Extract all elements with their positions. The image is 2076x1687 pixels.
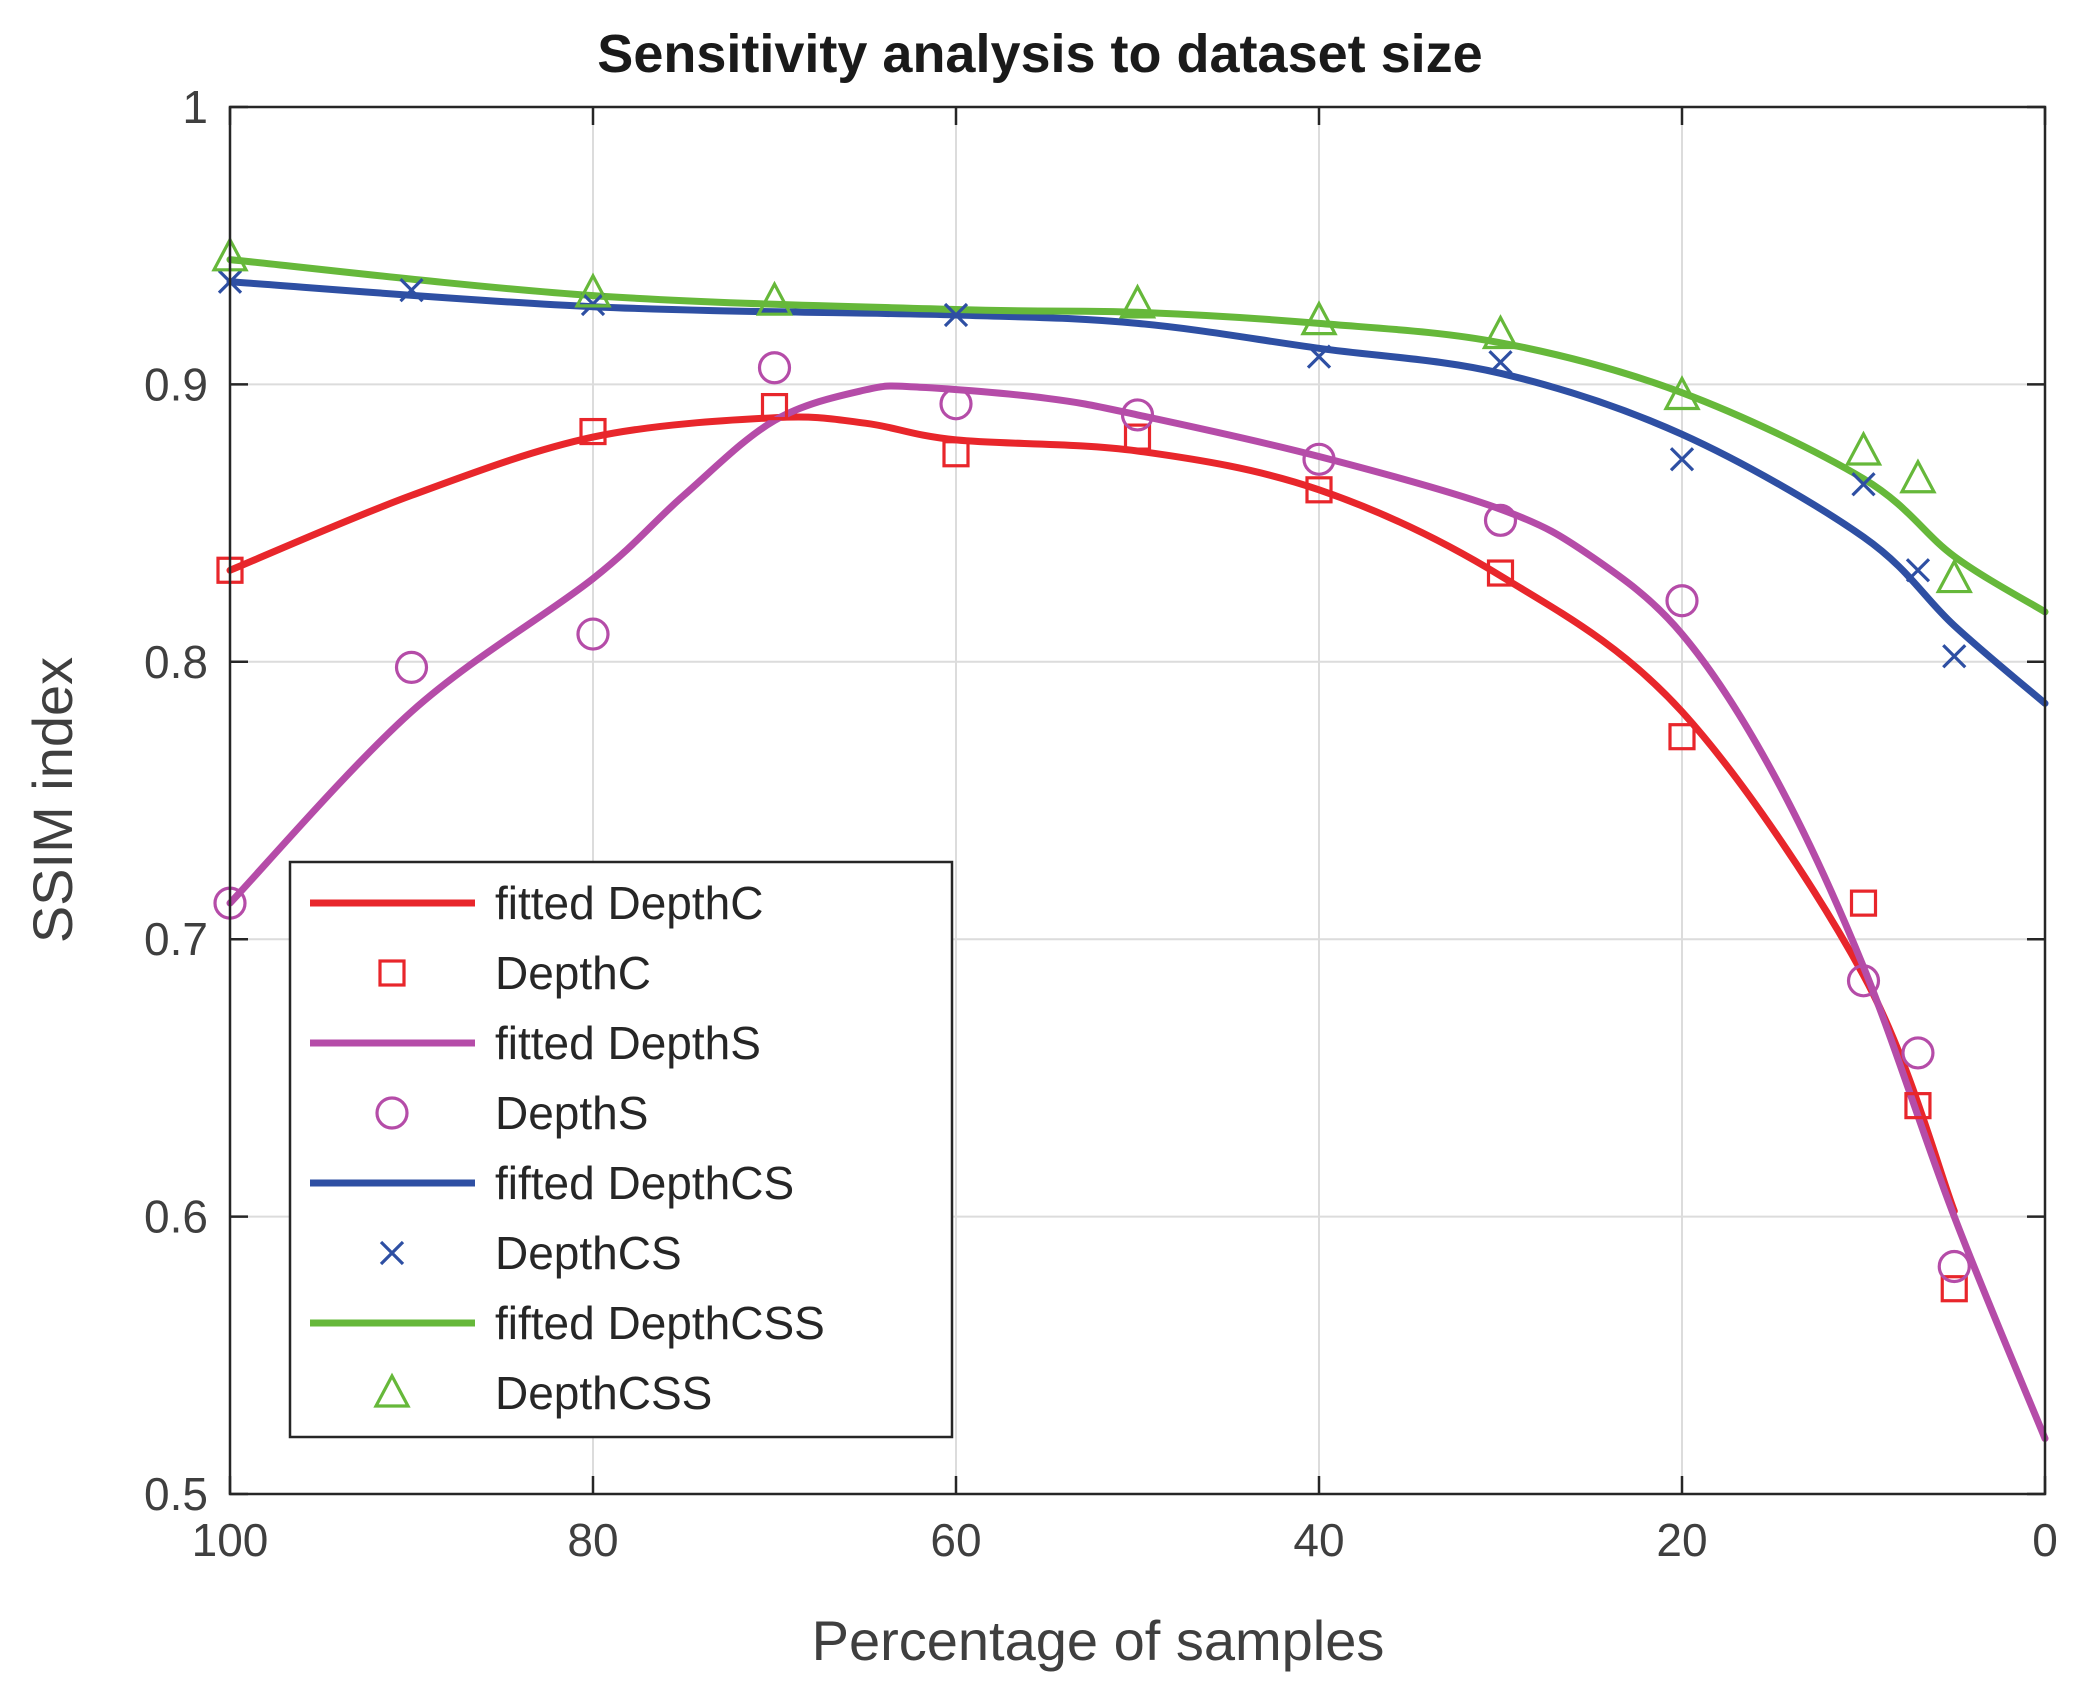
x-tick-label: 0 <box>2032 1514 2058 1566</box>
data-point-depthcss <box>1899 458 1937 494</box>
data-point-depthc <box>760 392 789 421</box>
data-point-depthcss <box>1118 283 1157 319</box>
legend-item-depthcs: DepthCS <box>379 1227 682 1279</box>
legend-label: fitted DepthC <box>495 877 763 929</box>
data-point-depths <box>939 387 973 421</box>
data-point-depthcs <box>399 277 424 303</box>
data-point-depthc <box>1123 423 1152 451</box>
data-point-depthcs <box>1669 447 1695 472</box>
data-point-depths <box>576 617 610 651</box>
legend-item-depthc: DepthC <box>378 947 651 999</box>
legend-item-depthcss: DepthCSS <box>373 1367 712 1419</box>
data-point-depthcss <box>1663 375 1701 411</box>
y-tick-label: 0.9 <box>144 358 208 410</box>
x-axis-label: Percentage of samples <box>812 1609 1385 1672</box>
series-markers-depthcs <box>217 269 1967 669</box>
series-layer <box>211 236 2049 1442</box>
x-tick-label: 20 <box>1656 1514 1707 1566</box>
y-tick-label: 1 <box>182 81 208 133</box>
data-point-depths <box>1302 442 1336 476</box>
legend-label: DepthCS <box>495 1227 682 1279</box>
data-point-depthc <box>579 417 607 446</box>
x-tick-label: 60 <box>930 1514 981 1566</box>
data-point-depthcss <box>1300 300 1338 336</box>
data-point-depthcss <box>574 272 612 308</box>
data-point-depths <box>1665 584 1699 618</box>
chart-title: Sensitivity analysis to dataset size <box>597 24 1482 84</box>
data-point-depthcs <box>1942 644 1967 669</box>
data-point-depthcs <box>1851 472 1876 497</box>
legend-label: DepthC <box>495 947 651 999</box>
series-line-fitted-depthc <box>226 413 1958 1215</box>
legend-swatch-marker <box>378 959 406 987</box>
legend-swatch-marker <box>373 1372 411 1408</box>
data-point-depthc <box>1486 559 1515 587</box>
y-tick-label: 0.5 <box>144 1468 208 1520</box>
data-point-depths <box>1846 964 1881 998</box>
data-point-depths <box>1901 1036 1935 1070</box>
legend-swatch-marker <box>375 1096 409 1130</box>
legend-label: fifted DepthCS <box>495 1157 794 1209</box>
data-point-depthcs <box>1306 344 1332 369</box>
data-point-depthc <box>942 440 970 468</box>
data-point-depthcss <box>755 280 794 316</box>
plot-frame <box>228 105 2047 1496</box>
x-tick-label: 80 <box>567 1514 618 1566</box>
data-point-depthcs <box>1488 350 1513 375</box>
legend-label: fitted DepthS <box>495 1017 761 1069</box>
legend: fitted DepthC DepthC fitted DepthS DepthS fi… <box>288 860 954 1439</box>
legend-swatch-marker <box>379 1240 405 1266</box>
data-point-depthcs <box>943 302 969 328</box>
data-point-depths <box>1483 503 1518 537</box>
data-point-depthcss <box>1935 558 1973 594</box>
data-point-depthc <box>1849 889 1878 917</box>
data-point-depthc <box>1940 1275 1968 1303</box>
data-point-depthcs <box>580 291 606 317</box>
series-markers-depthcss <box>211 236 1973 594</box>
data-point-depths <box>1937 1249 1971 1284</box>
x-tick-label: 100 <box>192 1514 269 1566</box>
y-tick-label: 0.6 <box>144 1191 208 1243</box>
series-markers-depthc <box>216 392 1968 1303</box>
axis-ticks: 100 80 60 40 20 0 0.5 0.6 0.7 0.8 0.9 1 <box>144 81 2058 1566</box>
data-point-depthc <box>1668 723 1696 751</box>
data-point-depthc <box>1305 476 1333 504</box>
y-tick-label: 0.7 <box>144 913 208 965</box>
legend-item-depths: DepthS <box>375 1087 648 1139</box>
legend-item-fifted-depthcss: fifted DepthCSS <box>310 1297 825 1349</box>
legend-item-fitted-depthc: fitted DepthC <box>310 877 763 929</box>
data-point-depthcss <box>1481 314 1520 350</box>
data-point-depthcss <box>1844 430 1883 466</box>
series-line-fifted-depthcs <box>226 278 2049 707</box>
data-point-depthcs <box>1905 558 1931 583</box>
data-point-depthc <box>1904 1092 1932 1120</box>
y-tick-label: 0.8 <box>144 636 208 688</box>
legend-label: DepthS <box>495 1087 648 1139</box>
series-line-fifted-depthcss <box>226 256 2049 616</box>
legend-label: DepthCSS <box>495 1367 712 1419</box>
legend-item-fifted-depthcs: fifted DepthCS <box>310 1157 794 1209</box>
legend-box <box>288 860 954 1439</box>
legend-label: fifted DepthCSS <box>495 1297 825 1349</box>
series-line-fitted-depths <box>226 382 2049 1442</box>
legend-item-fitted-depths: fitted DepthS <box>310 1017 761 1069</box>
data-point-depths <box>394 650 429 684</box>
x-tick-label: 40 <box>1293 1514 1344 1566</box>
y-axis-label: SSIM index <box>21 657 84 943</box>
data-point-depths <box>757 351 792 385</box>
data-point-depths <box>1120 398 1155 432</box>
